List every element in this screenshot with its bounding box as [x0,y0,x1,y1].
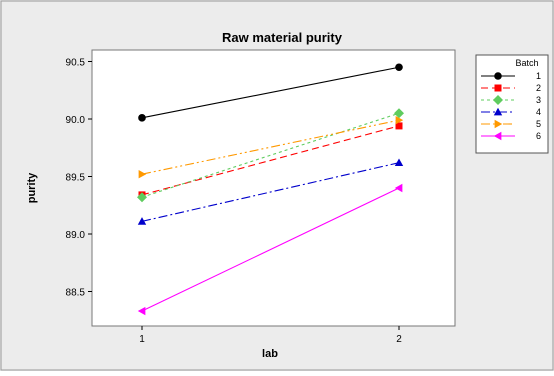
x-tick-label: 1 [139,334,145,345]
legend-label: 3 [536,95,541,105]
legend-layer: 1 2 3 4 5 6 [481,71,541,141]
series-1 [138,63,403,122]
legend-entry: 3 [481,95,541,105]
data-point [394,108,404,119]
data-point [394,158,404,167]
data-point [137,306,146,316]
series-5 [138,115,404,179]
y-tick-label: 89.0 [66,230,86,241]
legend-label: 2 [536,83,541,93]
legend-label: 5 [536,119,541,129]
chart-title: Raw material purity [222,30,343,45]
legend-marker [494,119,503,129]
y-axis: 88.5 89.0 89.5 90.0 90.5 [66,58,92,299]
y-tick-label: 90.5 [66,58,86,69]
legend-box [475,54,549,154]
data-point [138,170,147,179]
y-tick-label: 90.0 [66,115,86,126]
y-axis-label: purity [26,172,38,203]
series-layer [137,63,404,316]
data-point [395,115,404,125]
y-tick-label: 88.5 [66,288,86,299]
legend-marker [494,72,502,80]
series-6 [137,183,403,316]
legend-marker [494,84,502,92]
x-axis-label: lab [262,348,278,360]
x-tick-label: 2 [396,334,402,345]
legend-entry: 6 [481,131,541,141]
legend-title: Batch [515,58,538,68]
legend-label: 4 [536,107,541,117]
legend-entry: 4 [481,107,541,117]
data-point [137,192,147,203]
series-line [141,125,400,196]
legend-label: 6 [536,131,541,141]
plot-area [91,49,456,327]
legend-marker [493,107,503,116]
legend-entry: 2 [481,83,541,93]
series-4 [137,158,404,225]
y-tick-label: 89.5 [66,173,86,184]
legend-entry: 1 [481,71,541,81]
legend-marker [493,95,503,105]
legend-marker [493,131,502,141]
legend-label: 1 [536,71,541,81]
series-line [141,187,400,312]
data-point [138,114,146,122]
series-line [141,66,400,119]
data-point [395,63,403,72]
legend-entry: 5 [481,119,541,129]
series-3 [137,108,404,203]
data-point [137,217,147,225]
series-line [141,162,400,222]
data-point [394,183,403,193]
data-point [395,122,403,130]
